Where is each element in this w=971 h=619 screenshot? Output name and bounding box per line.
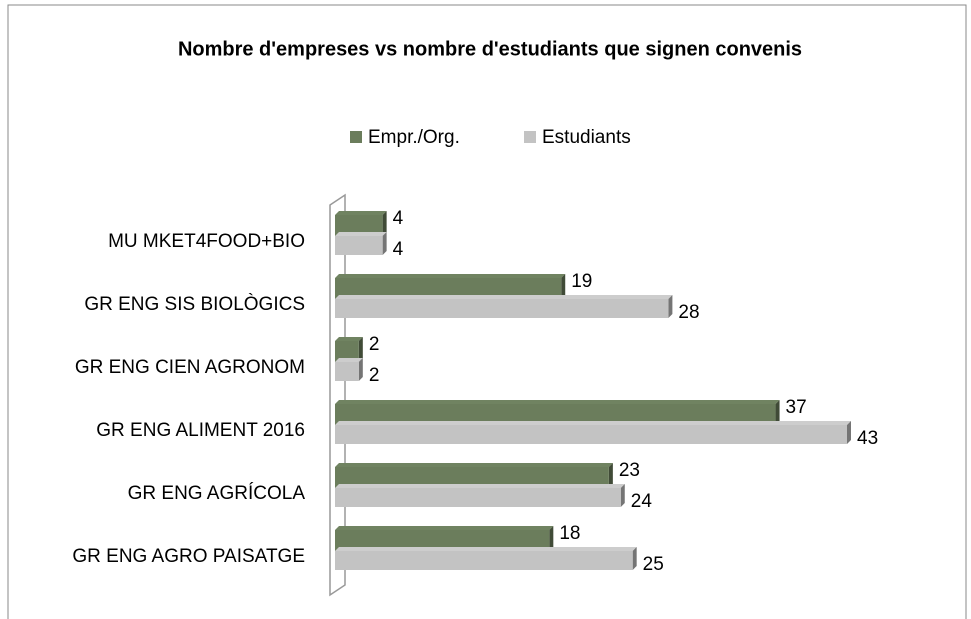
bar-side — [549, 526, 554, 551]
bar — [335, 299, 669, 318]
bar — [335, 404, 776, 425]
data-label: 4 — [393, 208, 404, 229]
bar — [335, 362, 359, 381]
data-label: 37 — [786, 397, 807, 418]
bar — [335, 341, 359, 362]
y-tick-label: GR ENG CIEN AGRONOM — [75, 357, 305, 378]
bar — [335, 551, 633, 570]
bar-side — [608, 463, 613, 488]
legend-label: Estudiants — [542, 127, 631, 148]
data-label: 28 — [678, 302, 699, 323]
bar-side — [620, 484, 625, 507]
bar-top — [335, 421, 851, 425]
bar-top — [335, 211, 387, 215]
data-label: 43 — [857, 428, 878, 449]
data-label: 19 — [571, 271, 592, 292]
bar-top — [335, 484, 625, 488]
bar-top — [335, 295, 673, 299]
bar — [335, 530, 550, 551]
data-label: 4 — [393, 239, 404, 260]
bar-top — [335, 232, 387, 236]
bar-side — [632, 547, 637, 570]
bar-side — [561, 274, 566, 299]
bar-top — [335, 547, 637, 551]
bar-side — [358, 337, 363, 362]
data-label: 2 — [369, 334, 380, 355]
y-tick-label: GR ENG AGRÍCOLA — [128, 483, 306, 504]
bar-side — [668, 295, 673, 318]
bar — [335, 215, 383, 236]
legend-label: Empr./Org. — [368, 127, 460, 148]
data-label: 23 — [619, 460, 640, 481]
bar-top — [335, 400, 780, 404]
bar — [335, 278, 562, 299]
y-tick-label: GR ENG AGRO PAISATGE — [72, 546, 305, 567]
bar-top — [335, 337, 363, 341]
bar-side — [847, 421, 851, 444]
bar-side — [382, 232, 387, 255]
legend-swatch — [524, 131, 536, 143]
bar-side — [358, 358, 363, 381]
data-label: 24 — [631, 491, 653, 512]
chart-title: Nombre d'empreses vs nombre d'estudiants… — [178, 38, 802, 60]
data-label: 2 — [369, 365, 380, 386]
bar-top — [335, 526, 554, 530]
bar — [335, 425, 847, 444]
y-tick-label: MU MKET4FOOD+BIO — [108, 231, 305, 252]
data-label: 18 — [559, 523, 580, 544]
bar-top — [335, 358, 363, 362]
bar-top — [335, 463, 613, 467]
bar-side — [382, 211, 387, 236]
y-tick-label: GR ENG ALIMENT 2016 — [96, 420, 305, 441]
bar — [335, 236, 383, 255]
bar — [335, 488, 621, 507]
bar-top — [335, 274, 566, 278]
bar — [335, 467, 609, 488]
chart-border — [7, 4, 967, 619]
data-label: 25 — [643, 554, 664, 575]
y-tick-label: GR ENG SIS BIOLÒGICS — [84, 293, 305, 315]
bar-side — [775, 400, 780, 425]
legend-swatch — [350, 131, 362, 143]
